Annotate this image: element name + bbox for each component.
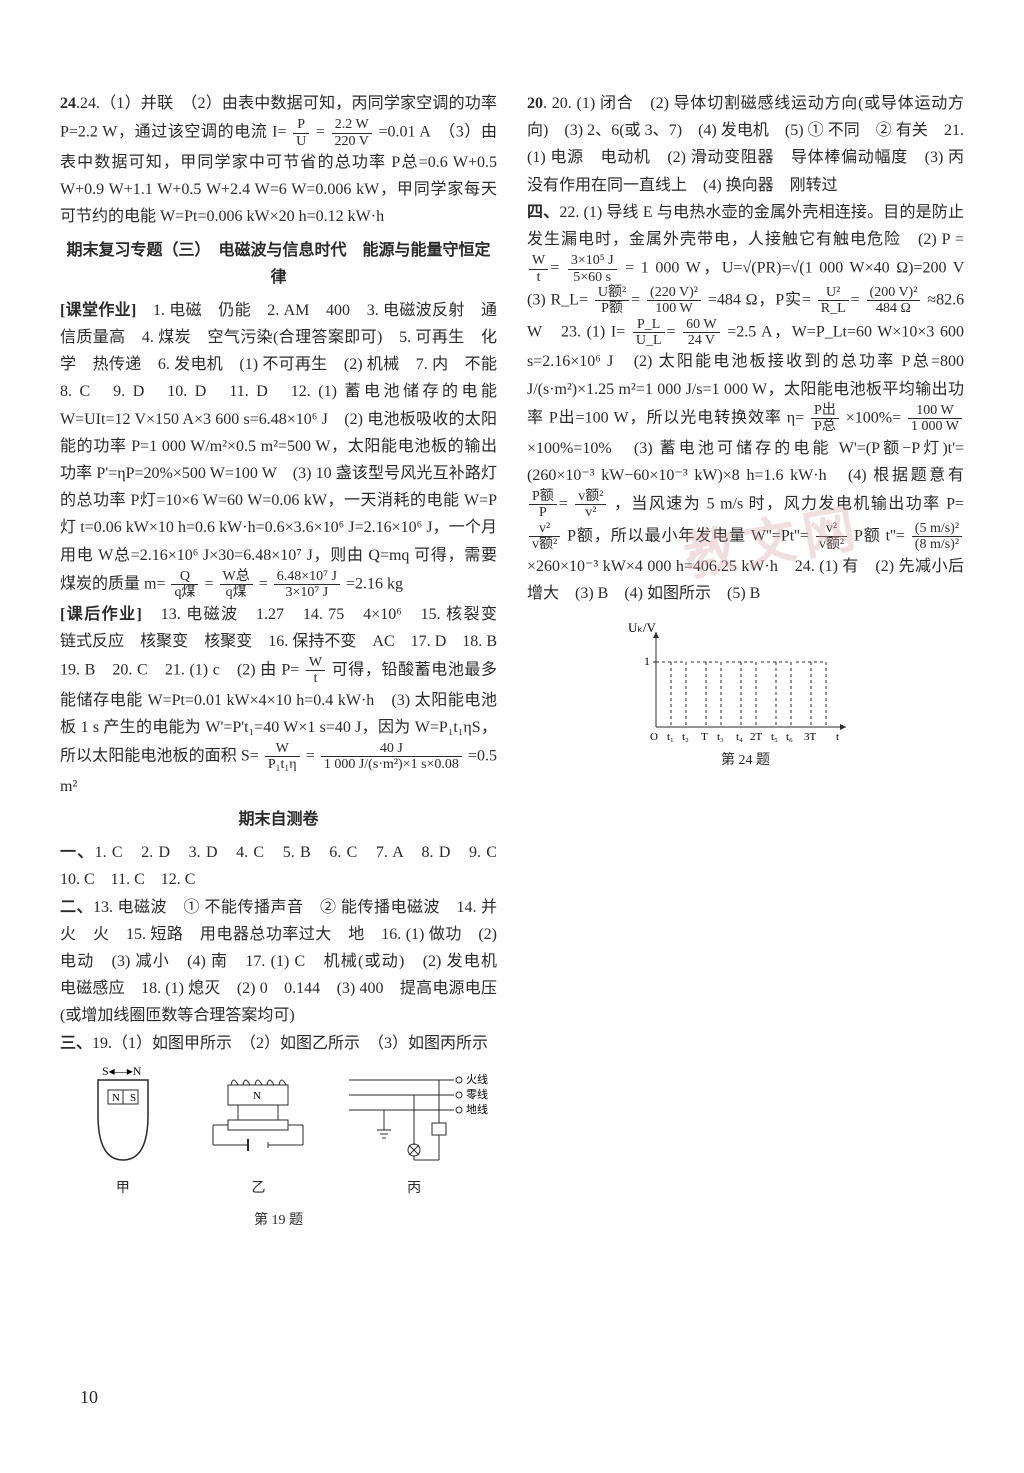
part1: 一、1. C 2. D 3. D 4. C 5. B 6. C 7. A 8. …	[60, 839, 497, 893]
svg-text:t: t	[836, 731, 839, 743]
svg-text:N: N	[253, 1090, 261, 1102]
svg-text:Uₖ/V: Uₖ/V	[628, 620, 657, 635]
part3-intro: 三、19.（1）如图甲所示 （2）如图乙所示 （3）如图丙所示	[60, 1030, 497, 1057]
svg-text:t₄: t₄	[736, 731, 743, 743]
page-number: 10	[80, 1382, 98, 1413]
part2: 二、13. 电磁波 ① 不能传播声音 ② 能传播电磁波 14. 并 火 火 15…	[60, 894, 497, 1030]
svg-text:t₆: t₆	[786, 731, 793, 743]
content-columns: 24.24.（1）并联 （2）由表中数据可知，丙同学家空调的功率 P=2.2 W…	[60, 90, 964, 1270]
homework: [课后作业] 13. 电磁波 1.27 14. 75 4×10⁶ 15. 核裂变…	[60, 601, 497, 801]
diagram-jia: S◂—▸N NS 甲	[68, 1065, 178, 1201]
q24-graph-svg: Uₖ/V 1 O t₁ t₂ T t₃ t₄ 2T t₅ t₆ 3T t	[626, 617, 866, 747]
section-title-1: 期末复习专题（三） 电磁波与信息时代 能源与能量守恒定律	[60, 237, 497, 291]
svg-text:3T: 3T	[804, 731, 817, 743]
section-title-2: 期末自测卷	[60, 806, 497, 833]
diagram-yi: N 乙	[193, 1065, 323, 1201]
svg-text:t₅: t₅	[771, 731, 778, 743]
svg-text:T: T	[701, 731, 708, 743]
svg-text:t₃: t₃	[717, 731, 724, 743]
q19-caption: 第 19 题	[60, 1209, 497, 1233]
svg-text:2T: 2T	[750, 731, 763, 743]
svg-text:零线: 零线	[466, 1087, 488, 1101]
svg-text:地线: 地线	[466, 1102, 488, 1116]
svg-text:火线: 火线	[466, 1072, 488, 1086]
diagram-bing-svg: 火线 零线 地线	[339, 1065, 489, 1175]
svg-text:O: O	[650, 731, 658, 743]
q24-graph: Uₖ/V 1 O t₁ t₂ T t₃ t₄ 2T t₅ t₆ 3T t 第 2…	[527, 617, 964, 773]
svg-text:t₁: t₁	[667, 731, 674, 743]
diagram-bing: 火线 零线 地线 丙	[339, 1065, 489, 1201]
svg-text:S: S	[130, 1092, 136, 1104]
q20-21: 20. 20. (1) 闭合 (2) 导体切割磁感线运动方向(或导体运动方向) …	[527, 90, 964, 199]
q19-diagrams: S◂—▸N NS 甲 N 乙 火线 零线 地线	[60, 1065, 497, 1201]
diagram-yi-svg: N	[193, 1065, 323, 1175]
q22-23-24: 四、22. (1) 导线 E 与电热水壶的金属外壳相连接。目的是防止发生漏电时，…	[527, 199, 964, 607]
svg-text:N: N	[112, 1092, 120, 1104]
svg-text:1: 1	[644, 654, 650, 668]
svg-text:t₂: t₂	[682, 731, 689, 743]
svg-text:S◂—▸N: S◂—▸N	[102, 1065, 142, 1078]
classwork: [课堂作业] 1. 电磁 仍能 2. AM 400 3. 电磁波反射 通信质量高…	[60, 297, 497, 601]
q24-line1: 24.24.（1）并联 （2）由表中数据可知，丙同学家空调的功率 P=2.2 W…	[60, 90, 497, 231]
diagram-jia-svg: S◂—▸N NS	[68, 1065, 178, 1175]
